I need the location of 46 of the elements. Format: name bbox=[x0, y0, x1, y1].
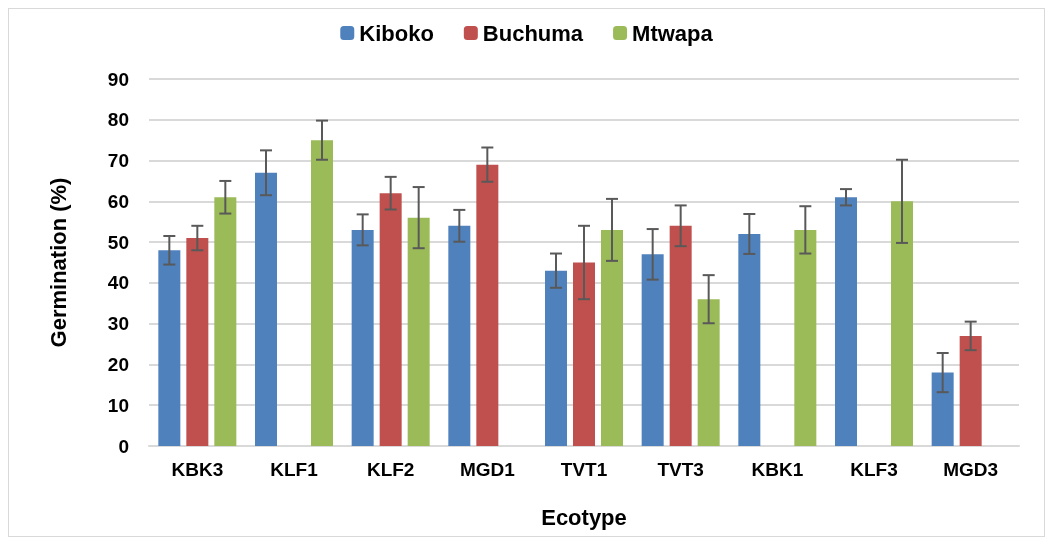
y-tick-label: 0 bbox=[118, 435, 129, 457]
bar bbox=[158, 250, 181, 446]
bar bbox=[311, 140, 333, 446]
x-axis-title: Ecotype bbox=[541, 504, 627, 530]
bar bbox=[959, 335, 982, 446]
bar bbox=[448, 225, 471, 446]
x-tick-label: MGD3 bbox=[943, 459, 999, 480]
x-tick-label: TVT3 bbox=[657, 459, 704, 480]
x-tick-label: KBK3 bbox=[171, 459, 224, 480]
legend-label: Kiboko bbox=[359, 20, 434, 46]
bar bbox=[794, 229, 817, 446]
y-tick-label: 30 bbox=[107, 313, 129, 335]
bar bbox=[891, 201, 913, 446]
y-tick-label: 70 bbox=[107, 150, 129, 172]
legend-label: Mtwapa bbox=[632, 20, 714, 46]
bar bbox=[351, 229, 374, 446]
y-tick-label: 10 bbox=[107, 394, 129, 416]
y-tick-label: 50 bbox=[107, 231, 129, 253]
bar bbox=[186, 238, 209, 446]
y-tick-label: 80 bbox=[107, 109, 129, 131]
bar bbox=[835, 197, 857, 446]
x-tick-label: KLF1 bbox=[270, 459, 319, 480]
x-tick-label: KLF3 bbox=[850, 459, 898, 480]
y-tick-label: 90 bbox=[107, 68, 129, 90]
bar bbox=[379, 193, 402, 446]
bar bbox=[931, 372, 954, 446]
x-tick-label: TVT1 bbox=[560, 459, 608, 480]
x-tick-label: KLF2 bbox=[366, 459, 415, 480]
x-tick-label: KBK1 bbox=[751, 459, 804, 480]
bar bbox=[407, 217, 430, 446]
legend-label: Buchuma bbox=[482, 20, 584, 46]
bar bbox=[601, 229, 623, 446]
y-tick-label: 20 bbox=[107, 353, 129, 375]
bar bbox=[214, 197, 237, 446]
bar bbox=[476, 164, 499, 446]
y-tick-label: 60 bbox=[107, 190, 129, 212]
bar bbox=[738, 233, 761, 446]
bar bbox=[697, 299, 720, 446]
x-tick-label: MGD1 bbox=[459, 459, 516, 480]
y-tick-label: 40 bbox=[107, 272, 129, 294]
bar bbox=[573, 262, 595, 446]
y-axis-title: Germination (%) bbox=[45, 177, 71, 348]
bar bbox=[545, 270, 567, 446]
bar bbox=[255, 172, 277, 446]
bar bbox=[641, 254, 664, 446]
bar bbox=[669, 225, 692, 446]
